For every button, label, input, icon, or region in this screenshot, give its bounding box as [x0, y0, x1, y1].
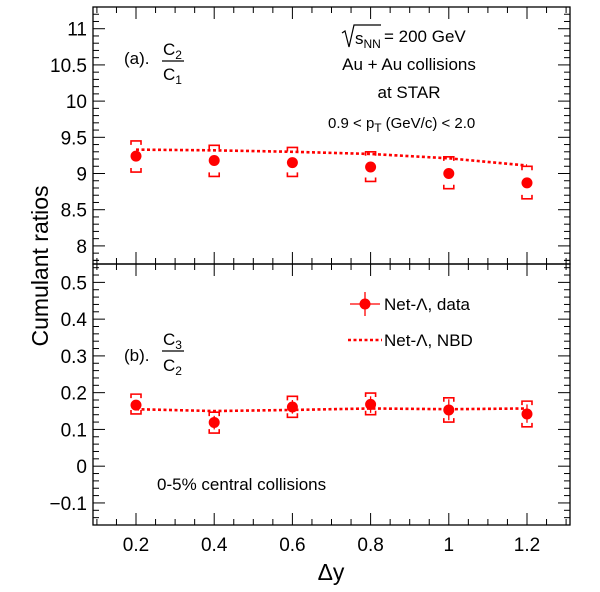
- panel-b-ticks: −0.1 0 0.1 0.2 0.3 0.4 0.5: [49, 264, 570, 526]
- nbd-curve-a: [135, 148, 528, 167]
- sys-error-bottom: [130, 168, 142, 173]
- energy-value: = 200 GeV: [384, 27, 466, 46]
- legend-model-label: Net-Λ, NBD: [384, 331, 473, 350]
- x-tick-label: 0.4: [201, 535, 228, 556]
- y-axis-title: Cumulant ratios: [27, 185, 53, 346]
- sys-error-top: [208, 144, 221, 150]
- x-axis-ticks: 0.2 0.4 0.6 0.8 1 1.2: [123, 535, 540, 556]
- sys-error-bottom: [208, 429, 221, 434]
- data-point-b: [286, 401, 298, 413]
- x-tick-label: 1.2: [514, 535, 540, 556]
- y-tick-label: 9.5: [61, 128, 87, 149]
- sys-error-top: [521, 400, 533, 406]
- data-point-a: [130, 150, 142, 162]
- legend: Net-Λ, data Net-Λ, NBD: [348, 292, 473, 350]
- x-tick-label: 1: [444, 535, 455, 556]
- data-point-a: [521, 177, 533, 189]
- sys-error-bottom: [286, 172, 299, 178]
- sys-error-bottom: [130, 409, 142, 415]
- y-tick-label: 9: [76, 165, 87, 186]
- sys-error-bottom: [208, 172, 221, 178]
- y-tick-label: 0.5: [61, 273, 87, 294]
- data-point-a: [208, 154, 220, 166]
- pt-range: 0.9 < pT (GeV/c) < 2.0: [328, 115, 475, 135]
- collision-system: Au + Au collisions: [342, 55, 476, 74]
- y-tick-label: 0.1: [61, 420, 87, 441]
- sys-error-bottom: [442, 418, 455, 423]
- panel-b-tag: (b).: [124, 346, 150, 365]
- data-point-a: [365, 161, 377, 173]
- sys-error-top: [364, 150, 377, 156]
- legend-data-marker: [359, 298, 371, 310]
- y-tick-label: 10: [66, 92, 87, 113]
- data-point-b: [443, 404, 455, 416]
- experiment-label: at STAR: [378, 83, 441, 102]
- data-point-b: [208, 416, 220, 428]
- y-tick-label: 0.3: [61, 347, 87, 368]
- sys-error-top: [130, 393, 142, 399]
- x-tick-label: 0.6: [279, 535, 305, 556]
- data-point-b: [521, 408, 533, 420]
- sys-error-bottom: [442, 184, 455, 190]
- y-tick-label: 10.5: [50, 56, 87, 77]
- panel-b-denominator: C2: [163, 356, 182, 378]
- sys-error-bottom: [521, 194, 533, 200]
- panel-a-data: [130, 140, 533, 200]
- energy-label: sNN = 200 GeV: [341, 24, 466, 51]
- legend-item-model: Net-Λ, NBD: [348, 331, 473, 350]
- sqrt-sign: [341, 24, 381, 48]
- sys-error-bottom: [364, 410, 377, 416]
- y-tick-label: 8: [76, 237, 87, 258]
- legend-data-label: Net-Λ, data: [384, 295, 471, 314]
- panel-a-tag: (a).: [124, 49, 150, 68]
- sys-error-top: [442, 156, 455, 161]
- panel-b-label: (b). C3 C2: [124, 330, 184, 378]
- sys-error-top: [521, 165, 533, 171]
- panel-b-data: [130, 392, 533, 434]
- sys-error-top: [442, 397, 455, 402]
- y-tick-label: 0: [76, 457, 87, 478]
- sys-error-top: [130, 140, 142, 145]
- data-point-b: [130, 399, 142, 411]
- x-tick-label: 0.8: [357, 535, 383, 556]
- panel-a-label: (a). C2 C1: [124, 40, 184, 87]
- nbd-curve-b: [135, 407, 528, 413]
- sys-error-top: [286, 395, 299, 401]
- centrality-label: 0-5% central collisions: [157, 475, 326, 494]
- x-axis-title: Δy: [318, 559, 345, 585]
- sys-error-bottom: [521, 422, 533, 428]
- panel-a-ticks: 8 8.5 9 9.5 10 10.5 11: [50, 7, 570, 264]
- panel-a-numerator: C2: [163, 40, 182, 62]
- y-tick-label: 11: [67, 20, 87, 41]
- data-point-a: [286, 157, 298, 169]
- sqrt-s-nn: sNN: [355, 29, 381, 51]
- x-tick-label: 0.2: [123, 535, 149, 556]
- data-point-b: [365, 398, 377, 410]
- data-point-a: [443, 168, 455, 180]
- y-tick-label: 0.2: [61, 384, 87, 405]
- panel-b-numerator: C3: [163, 330, 182, 352]
- y-tick-label: 0.4: [61, 310, 88, 331]
- sys-error-top: [364, 392, 377, 398]
- y-tick-label: −0.1: [49, 494, 87, 515]
- y-tick-label: 8.5: [61, 201, 87, 222]
- legend-item-data: Net-Λ, data: [350, 292, 471, 316]
- sys-error-bottom: [364, 177, 377, 183]
- panel-a-denominator: C1: [163, 65, 182, 87]
- sys-error-bottom: [286, 413, 299, 419]
- sys-error-top: [286, 146, 299, 152]
- sys-error-top: [208, 411, 221, 417]
